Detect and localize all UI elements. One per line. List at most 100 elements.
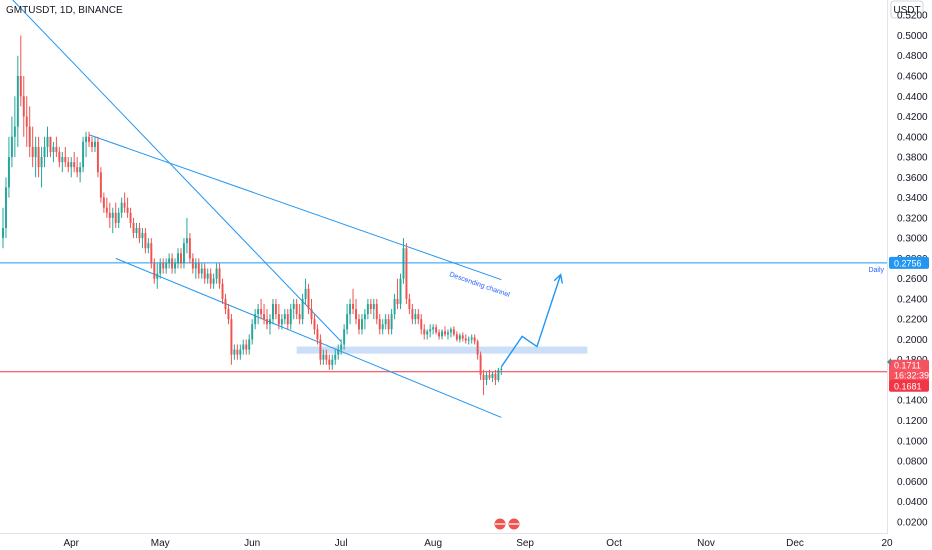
candle[interactable] bbox=[446, 329, 449, 340]
currency-label-button[interactable]: USDT bbox=[890, 0, 924, 19]
candle[interactable] bbox=[58, 146, 61, 168]
candle[interactable] bbox=[280, 314, 283, 330]
candle[interactable] bbox=[52, 141, 55, 163]
candle[interactable] bbox=[242, 339, 245, 355]
candle[interactable] bbox=[88, 131, 91, 147]
candle[interactable] bbox=[263, 303, 266, 325]
candle[interactable] bbox=[423, 324, 426, 340]
candle[interactable] bbox=[461, 332, 464, 342]
candle[interactable] bbox=[494, 369, 497, 386]
candle[interactable] bbox=[449, 327, 452, 338]
candle[interactable] bbox=[402, 238, 405, 284]
candle[interactable] bbox=[203, 263, 206, 284]
candle[interactable] bbox=[352, 288, 355, 315]
candle[interactable] bbox=[135, 222, 138, 239]
candle[interactable] bbox=[307, 283, 310, 315]
candle[interactable] bbox=[322, 349, 325, 365]
candle[interactable] bbox=[444, 326, 446, 337]
candle[interactable] bbox=[126, 197, 129, 218]
candle[interactable] bbox=[310, 298, 313, 325]
candle[interactable] bbox=[393, 293, 396, 320]
candle[interactable] bbox=[31, 126, 34, 168]
candle[interactable] bbox=[141, 227, 144, 249]
candle[interactable] bbox=[245, 339, 248, 355]
candle[interactable] bbox=[49, 136, 52, 158]
candle[interactable] bbox=[70, 157, 73, 178]
candle[interactable] bbox=[25, 96, 28, 147]
candle[interactable] bbox=[16, 55, 19, 147]
candle[interactable] bbox=[381, 319, 384, 335]
candle[interactable] bbox=[390, 309, 393, 335]
candle[interactable] bbox=[162, 258, 165, 274]
candle[interactable] bbox=[396, 278, 399, 310]
candle[interactable] bbox=[13, 96, 16, 158]
candle[interactable] bbox=[93, 136, 96, 152]
candle[interactable] bbox=[108, 202, 111, 228]
candle[interactable] bbox=[73, 151, 76, 173]
candle[interactable] bbox=[76, 157, 79, 178]
candle[interactable] bbox=[171, 253, 174, 274]
candle[interactable] bbox=[150, 238, 153, 269]
candle[interactable] bbox=[363, 309, 366, 330]
candle[interactable] bbox=[432, 324, 435, 335]
candle[interactable] bbox=[452, 326, 455, 337]
candle[interactable] bbox=[441, 329, 444, 340]
candle[interactable] bbox=[114, 202, 117, 228]
candle[interactable] bbox=[426, 329, 429, 340]
candle[interactable] bbox=[4, 177, 7, 239]
candle[interactable] bbox=[37, 136, 40, 178]
candle[interactable] bbox=[153, 258, 156, 284]
candle[interactable] bbox=[174, 258, 177, 274]
candle[interactable] bbox=[387, 314, 390, 335]
candle[interactable] bbox=[19, 35, 22, 107]
candle[interactable] bbox=[500, 366, 503, 375]
candle[interactable] bbox=[7, 136, 10, 198]
candle[interactable] bbox=[485, 371, 488, 386]
candle[interactable] bbox=[159, 258, 162, 279]
candle[interactable] bbox=[111, 207, 114, 234]
time-axis[interactable]: Apr May Jun Jul Aug Sep Oct Nov Dec 20 bbox=[63, 538, 893, 549]
candle[interactable] bbox=[429, 324, 432, 338]
candle[interactable] bbox=[138, 222, 141, 244]
candle[interactable] bbox=[206, 268, 209, 284]
candle[interactable] bbox=[182, 238, 185, 269]
candle[interactable] bbox=[55, 136, 58, 158]
candle[interactable] bbox=[233, 344, 236, 360]
candle[interactable] bbox=[85, 131, 88, 158]
price-axis[interactable]: 0.5200 0.5000 0.4800 0.4600 0.4400 0.4200 0.40… bbox=[897, 11, 928, 529]
candle[interactable] bbox=[120, 197, 123, 218]
candle[interactable] bbox=[295, 298, 298, 320]
candle[interactable] bbox=[177, 248, 179, 269]
candle[interactable] bbox=[64, 146, 67, 168]
candle[interactable] bbox=[254, 309, 257, 330]
candle[interactable] bbox=[479, 351, 482, 380]
candle[interactable] bbox=[67, 157, 70, 173]
candle[interactable] bbox=[215, 263, 218, 284]
candle[interactable] bbox=[236, 344, 239, 360]
candle[interactable] bbox=[274, 298, 277, 320]
candle[interactable] bbox=[271, 298, 274, 325]
candle[interactable] bbox=[301, 293, 304, 325]
candle[interactable] bbox=[355, 298, 357, 325]
candle[interactable] bbox=[346, 303, 349, 335]
candle[interactable] bbox=[197, 258, 200, 279]
candle[interactable] bbox=[40, 146, 43, 188]
candle[interactable] bbox=[212, 273, 215, 289]
projection-path[interactable] bbox=[500, 274, 562, 368]
candle[interactable] bbox=[304, 278, 307, 304]
candle[interactable] bbox=[289, 303, 292, 330]
candle[interactable] bbox=[375, 298, 378, 325]
candle[interactable] bbox=[22, 75, 25, 137]
candle[interactable] bbox=[378, 314, 381, 335]
candle[interactable] bbox=[117, 207, 120, 228]
candle[interactable] bbox=[286, 309, 289, 330]
candle[interactable] bbox=[292, 298, 295, 320]
candle[interactable] bbox=[488, 369, 491, 380]
candle[interactable] bbox=[123, 192, 126, 213]
scroll-arrow-icon[interactable] bbox=[887, 358, 891, 366]
trendline-1[interactable] bbox=[3, 0, 342, 342]
candle[interactable] bbox=[129, 207, 132, 228]
candle[interactable] bbox=[414, 309, 417, 325]
candle[interactable] bbox=[28, 106, 31, 158]
candle[interactable] bbox=[260, 298, 263, 320]
